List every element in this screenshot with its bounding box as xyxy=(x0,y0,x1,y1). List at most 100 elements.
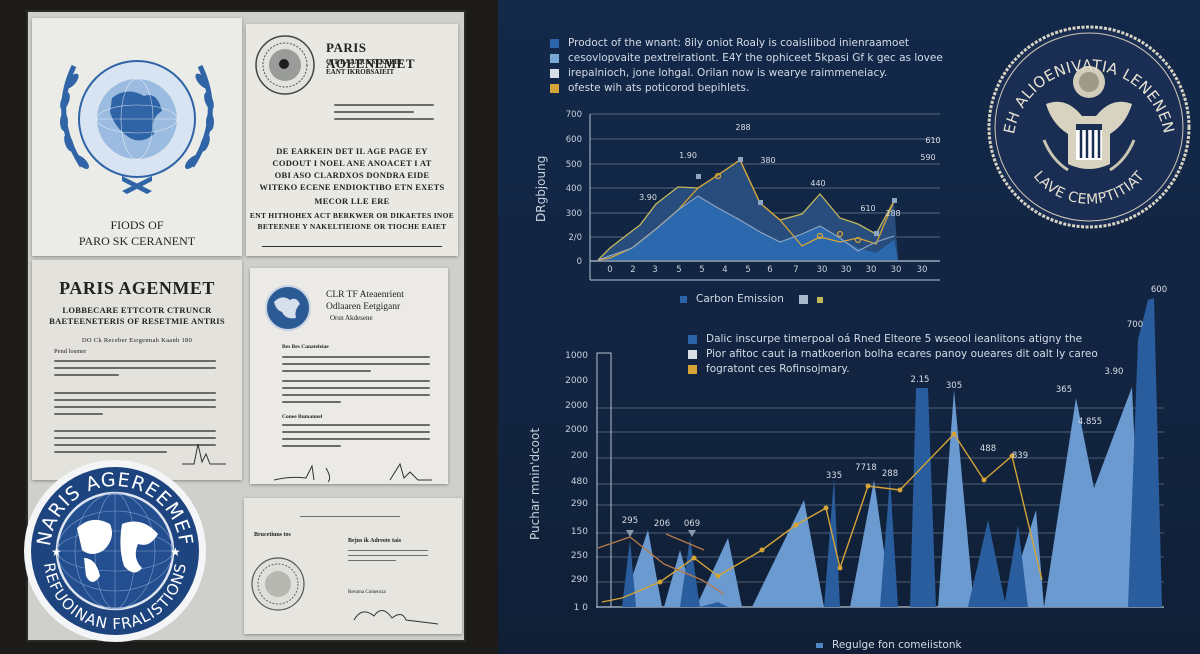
doc2-body-1: DE EARKEIN DET IL AGE PAGE EY xyxy=(276,146,428,156)
x-tick: 30 xyxy=(917,265,928,275)
doc2-body-3: OBI ASO CLARDXOS DONDRA EIDE xyxy=(274,170,430,180)
doc-paris-agreement-1: PARIS AOEENEMET CIT EAANR ESEKSDIR EANT … xyxy=(246,24,458,256)
x-tick: 4 xyxy=(722,265,727,275)
y-tick: 290 xyxy=(571,499,588,509)
doc3-sub3: DO Ck Receber Esrgennah Kaanh 180 xyxy=(81,337,193,344)
legend-swatch-gray xyxy=(798,295,808,304)
x-tick: 3 xyxy=(652,265,657,275)
legend-swatch-white xyxy=(550,69,559,78)
doc2-sub2: EANT IKROBSAIEIT xyxy=(326,68,395,76)
y-tick: 2000 xyxy=(565,425,588,435)
star-icon: ★ xyxy=(51,545,62,559)
legend-swatch-dark-blue xyxy=(680,296,687,303)
star-icon: ★ xyxy=(170,545,181,559)
doc2-body-5: MECOR LLE ERE xyxy=(314,196,390,206)
data-label: 590 xyxy=(920,153,935,162)
doc2-body-7: BETEENEE Y NAKELTIEIONE OR TIOCHE EAIET xyxy=(257,222,447,231)
data-label: 288 xyxy=(885,209,900,218)
legend-text: Prodoct of the wnant: 8ily oniot Roaly i… xyxy=(568,37,910,49)
x-tick: 5 xyxy=(676,265,681,275)
doc2-body-6: ENT HITHOHEX ACT BERKWER OR DIKAETES INO… xyxy=(249,211,455,220)
data-label: 4.855 xyxy=(1078,417,1102,427)
data-label: 380 xyxy=(760,156,775,165)
data-label: 2.15 xyxy=(911,375,930,385)
doc4-section-2: Conee Bumannel xyxy=(282,414,323,420)
y-tick: 2000 xyxy=(565,376,588,386)
stamp-seal-icon xyxy=(255,35,315,95)
paris-agreement-badge: ENARIS AGEREEMEFE REFUOINAN FRALISTIONS … xyxy=(22,458,206,642)
globe-icon xyxy=(265,285,311,331)
x-tick: 30 xyxy=(891,265,902,275)
signature-icon xyxy=(273,462,432,483)
data-label: 700 xyxy=(1127,320,1143,330)
data-label: 206 xyxy=(654,519,670,529)
y-tick: 250 xyxy=(571,551,588,561)
doc5-header: Brucetiuns tos xyxy=(254,532,291,538)
dashboard-panel: Prodoct of the wnant: 8ily oniot Roaly i… xyxy=(498,0,1200,654)
legend-text: cesovlopvaite pextreirationt. E4Y the op… xyxy=(568,52,943,64)
data-label: 1.90 xyxy=(679,151,697,160)
y-tick: 500 xyxy=(566,160,582,170)
y-tick: 290 xyxy=(571,575,588,585)
bottom-chart-legend: Dalic inscurpe timerpoal oá Rned Elteore… xyxy=(688,332,1098,377)
legend-swatch-gold xyxy=(816,296,823,303)
data-label: 288 xyxy=(735,123,750,132)
document-frame: FIODS OF PARO SK CERANENT PARIS AOEENEME… xyxy=(0,0,498,654)
data-label: 488 xyxy=(980,444,996,454)
doc3-sub1: LOBBECARE ETTCOTR CTRUNCR xyxy=(62,305,212,315)
emblem-caption-1: FIODS OF xyxy=(110,218,164,232)
top-chart-legend: Prodoct of the wnant: 8ily oniot Roaly i… xyxy=(550,36,943,96)
bottom-area-chart: 1000 2000 2000 2000 200 480 290 150 250 … xyxy=(565,285,1167,610)
x-tick: 5 xyxy=(699,265,704,275)
legend-text: fogratont ces Rofinsojmary. xyxy=(706,363,850,375)
y-tick: 1000 xyxy=(565,351,588,361)
x-tick: 30 xyxy=(841,265,852,275)
y-tick: 400 xyxy=(566,184,582,194)
legend-swatch-gold xyxy=(688,365,697,374)
legend-swatch-light-blue xyxy=(550,54,559,63)
legend-text: Dalic inscurpe timerpoal oá Rned Elteore… xyxy=(706,333,1083,345)
data-label: 7718 xyxy=(855,463,877,473)
x-tick: 7 xyxy=(793,265,798,275)
doc4-title-2: Odlaaren Eetgiganr xyxy=(326,302,401,312)
legend-label-regulge: Regulge fon comeiistonk xyxy=(832,639,962,651)
legend-swatch-white xyxy=(688,350,697,359)
legend-swatch-dark-blue xyxy=(688,335,697,344)
laurel-globe-emblem-icon xyxy=(60,60,214,194)
y-tick: 200 xyxy=(571,451,588,461)
data-label: 610 xyxy=(860,204,875,213)
top-area-chart: 700 600 500 400 300 2/0 0 3.90 1.90 288 … xyxy=(566,110,941,281)
eagle-seal-emblem: CEH ALIOENIVATIA LENENENC LAVE CEMPTITIA… xyxy=(986,24,1191,229)
official-seal-icon xyxy=(251,557,305,611)
data-label: 295 xyxy=(622,516,638,526)
data-label: 305 xyxy=(946,381,962,391)
doc4-title-3: Orsn Akdesene xyxy=(330,314,373,322)
legend-swatch-blue xyxy=(816,643,823,648)
data-label: 3.90 xyxy=(639,193,657,202)
legend-text: irepalnioch, jone lohgal. Orilan now is … xyxy=(568,67,888,79)
legend-label-carbon-emission: Carbon Emission xyxy=(696,293,784,305)
doc3-sub2: BAETEENETERIS OF RESETMIE ANTRIS xyxy=(49,316,225,326)
x-tick: 2 xyxy=(630,265,635,275)
x-tick: 30 xyxy=(866,265,877,275)
emblem-caption-2: PARO SK CERANENT xyxy=(78,234,196,248)
doc-emblem: FIODS OF PARO SK CERANENT xyxy=(32,18,242,256)
legend-text: Pior afitoc caut ia rnatkoerion bolha ec… xyxy=(706,348,1098,360)
data-label: 365 xyxy=(1056,385,1072,395)
signature-icon xyxy=(182,443,226,465)
y-tick: 150 xyxy=(571,527,588,537)
doc-certification: Brucetiuns tos Bejus ik Adreote tais Res… xyxy=(244,498,462,634)
data-label: 839 xyxy=(1012,451,1028,461)
doc5-sign-label: Resuma Comencia xyxy=(348,590,386,595)
doc4-section-1: Bes Bes Canateleiae xyxy=(282,344,329,350)
data-label: 335 xyxy=(826,471,842,481)
data-label: 440 xyxy=(810,179,825,188)
data-label: 600 xyxy=(1151,285,1167,295)
data-label: 3.90 xyxy=(1105,367,1124,377)
doc2-body-2: CODOUT I NOEL ANE ANOACET I AT xyxy=(272,158,432,168)
x-tick: 0 xyxy=(607,265,612,275)
data-label: 288 xyxy=(882,469,898,479)
doc2-body-4: WITEKO ECENE ENDIOKTIBO ETN EXETS xyxy=(259,182,445,192)
doc5-item: Bejus ik Adreote tais xyxy=(348,538,402,544)
y-tick: 600 xyxy=(566,135,582,145)
